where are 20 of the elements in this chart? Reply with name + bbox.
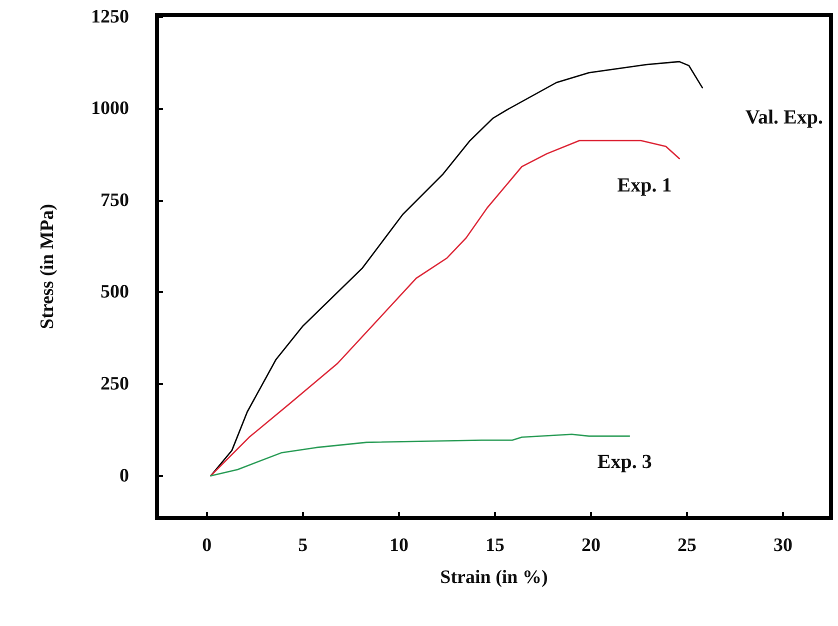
y-tick-label: 750 [100,190,129,211]
text: Val. Exp. [745,106,823,129]
x-axis-title: Strain (in %) [440,567,548,588]
y-tick-label: 500 [100,282,129,303]
line-series [210,60,704,476]
series-label: Exp. 1 [617,174,672,197]
x-tick-label: 0 [202,535,212,556]
y-tick-label: 1000 [91,98,129,120]
x-tick-label: 20 [581,535,600,556]
line-series [210,140,680,476]
y-tick-label: 0 [120,465,129,486]
x-tick-label: 25 [677,535,696,556]
x-tick-label: 5 [298,535,308,556]
x-tick-label: 15 [485,535,504,556]
y-axis-title: Stress (in MPa) [37,204,58,330]
y-tick-label: 250 [100,373,129,394]
x-tick-label: 10 [389,535,408,556]
y-tick-label: 1250 [91,6,129,28]
series-label: Exp. 3 [597,451,652,474]
x-tick-label: 30 [773,535,792,556]
